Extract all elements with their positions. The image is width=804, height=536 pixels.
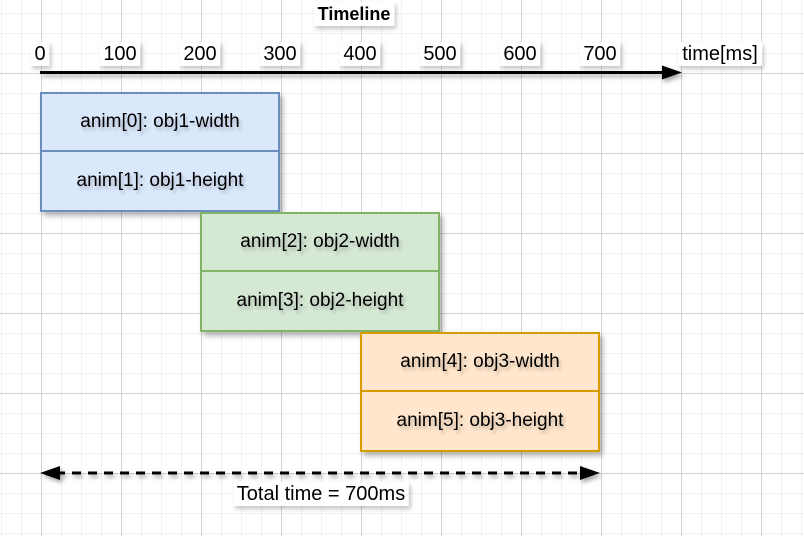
axis-tick-300: 300 [259, 42, 301, 66]
anim-group-obj1: anim[0]: obj1-width anim[1]: obj1-height [40, 92, 280, 212]
anim-bar-label: anim[3]: obj2-height [236, 290, 404, 311]
anim-bar-obj1-width: anim[0]: obj1-width [40, 92, 280, 152]
total-time-double-arrow [40, 466, 600, 480]
time-axis-arrow [40, 65, 682, 80]
anim-bar-label: anim[5]: obj3-height [396, 410, 564, 431]
anim-bar-label: anim[0]: obj1-width [80, 111, 240, 132]
anim-bar-obj2-width: anim[2]: obj2-width [200, 212, 440, 272]
anim-bar-label: anim[2]: obj2-width [240, 231, 400, 252]
axis-tick-100: 100 [99, 42, 141, 66]
anim-group-obj3: anim[4]: obj3-width anim[5]: obj3-height [360, 332, 600, 452]
axis-tick-400: 400 [339, 42, 381, 66]
anim-bar-obj2-height: anim[3]: obj2-height [200, 272, 440, 332]
axis-tick-600: 600 [499, 42, 541, 66]
anim-bar-obj3-height: anim[5]: obj3-height [360, 392, 600, 452]
anim-bar-obj1-height: anim[1]: obj1-height [40, 152, 280, 212]
axis-tick-200: 200 [179, 42, 221, 66]
axis-tick-0: 0 [30, 42, 50, 66]
axis-unit-label: time[ms] [678, 42, 762, 66]
anim-group-obj2: anim[2]: obj2-width anim[3]: obj2-height [200, 212, 440, 332]
anim-bar-label: anim[4]: obj3-width [400, 351, 560, 372]
total-time-label: Total time = 700ms [232, 482, 410, 506]
anim-bar-label: anim[1]: obj1-height [76, 170, 244, 191]
axis-tick-700: 700 [579, 42, 621, 66]
axis-tick-500: 500 [419, 42, 461, 66]
anim-bar-obj3-width: anim[4]: obj3-width [360, 332, 600, 392]
diagram-title: Timeline [313, 2, 395, 26]
